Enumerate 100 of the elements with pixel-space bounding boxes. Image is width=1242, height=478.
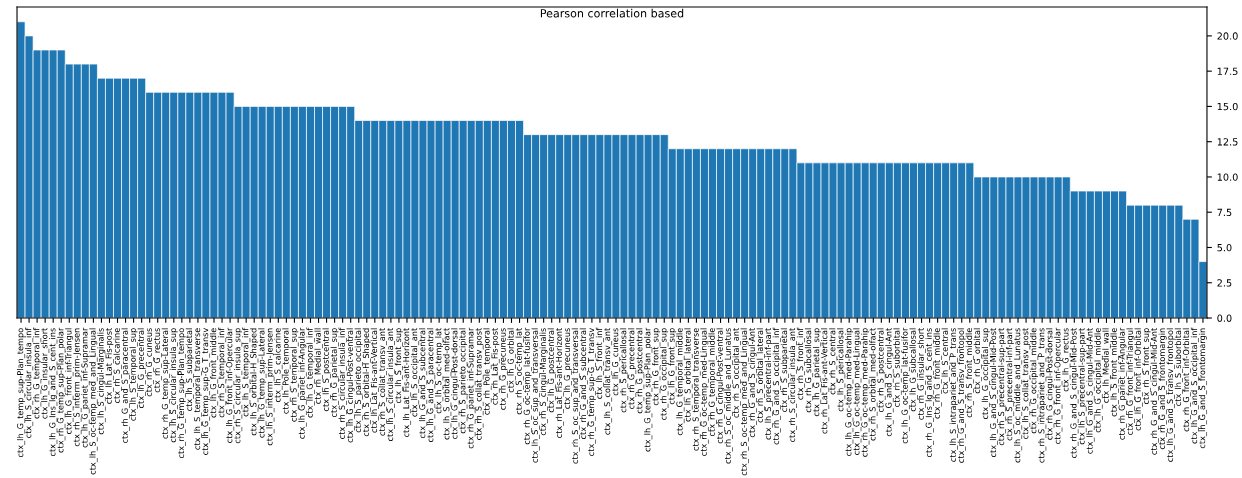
- x-tick-label: ctx_lh_G_pariet_inf-Supramar: [81, 327, 90, 448]
- x-tick-label: ctx_rh_Lat_Fis-post: [491, 327, 500, 405]
- x-tick-label: ctx_lh_Medial_wall: [1102, 328, 1111, 403]
- x-tick-label: ctx_rh_S_circular_insula_ant: [788, 327, 797, 442]
- x-tick-label: ctx_lh_G_Ins_lg_and_S_cent_ins: [49, 328, 58, 457]
- x-tick-label: ctx_lh_G_front_sup: [668, 328, 677, 405]
- x-tick-label: ctx_lh_G_cingul-Post-ventral: [346, 328, 355, 443]
- x-tick-label: ctx_rh_S_precentral-inf-part: [1005, 327, 1015, 441]
- x-tick-label: ctx_lh_G_temp_sup-Plan_polar: [644, 327, 653, 452]
- x-tick-label: ctx_lh_G_oc-temp_med-Lingual: [853, 328, 862, 455]
- x-tick-label: ctx_rh_G_and_S_subcentral: [579, 328, 588, 440]
- x-tick-label: ctx_rh_Medial_wall: [314, 328, 323, 404]
- x-tick-label: ctx_rh_G_cingul-Post-dorsal: [1046, 328, 1055, 440]
- x-tick-label: ctx_rh_G_and_S_cingul-Mid-Ant: [1150, 327, 1159, 455]
- x-tick-label: ctx_rh_S_pericallosal: [619, 328, 629, 413]
- x-tick-label: ctx_rh_G_precentral: [628, 328, 637, 409]
- x-tick-label: ctx_rh_G_temp_sup-Plan_polar: [57, 327, 66, 453]
- x-tick-label: ctx_lh_S_cingul-Marginalis: [97, 328, 106, 435]
- x-tick-label: ctx_rh_G_oc-temp_lat-fusifor: [523, 327, 532, 445]
- x-tick-label: ctx_rh_G_cuneus: [145, 328, 154, 397]
- x-tick-label: ctx_lh_S_precentral-sup-part: [1078, 327, 1087, 445]
- x-tick-label: ctx_lh_G_front_inf-Triangul: [65, 328, 74, 434]
- x-tick-label: ctx_rh_S_orbital_lateral: [756, 328, 765, 423]
- x-tick-label: ctx_lh_G_occipital_middle: [1094, 328, 1103, 433]
- x-tick-label: ctx_rh_S_precentral-sup-part: [997, 327, 1007, 446]
- x-tick-label: ctx_lh_S_pericallosal: [837, 328, 846, 412]
- x-tick-label: ctx_rh_S_temporal_sup: [290, 328, 299, 422]
- x-tick-label: ctx_lh_G_and_S_transv_frontopol: [1166, 328, 1175, 462]
- x-tick-label: ctx_lh_G_orbital: [507, 328, 516, 393]
- x-tick-label: ctx_lh_S_subparietal: [185, 328, 194, 411]
- x-tick-label: ctx_lh_Lat_Fis-post: [105, 327, 114, 404]
- x-tick-label: ctx_rh_G_temp_sup-Lateral: [161, 328, 170, 439]
- x-tick-label: ctx_rh_G_and_S_paracentral: [121, 328, 130, 443]
- x-tick-label: ctx_lh_S_oc-temp_lat: [435, 327, 444, 414]
- x-tick-label: ctx_rh_S_postcentral: [877, 328, 886, 413]
- x-tick-label: ctx_rh_G_occipital_middle: [1030, 328, 1039, 434]
- x-tick-label: ctx_rh_G_front_middle: [933, 328, 942, 419]
- x-tick-label: ctx_rh_G_front_inf-Triangul: [1126, 328, 1135, 435]
- x-tick-label: ctx_rh_G_temp_sup-Plan_tempo: [177, 328, 186, 459]
- x-tick-label: ctx_lh_S_circular_insula_sup: [169, 328, 178, 443]
- x-tick-label: ctx_lh_G_cuneus: [611, 328, 621, 396]
- x-tick-label: ctx_lh_G_oc-temp_lat-fusifor: [901, 327, 910, 444]
- x-tick-label: ctx_lh_G_occipital_sup: [981, 328, 990, 420]
- y-tick-label: 10.0: [1217, 173, 1238, 181]
- x-tick-label: ctx_lh_G_front_inf-Opercular: [226, 327, 235, 443]
- y-tick-label: 2.5: [1217, 279, 1232, 287]
- x-tick-label: ctx_lh_Lat_Fis-ant-Horizont: [402, 327, 412, 437]
- x-tick-label: ctx_lh_S_calcarine: [274, 328, 283, 403]
- x-tick-label: ctx_lh_G_front_inf-Orbital: [1134, 328, 1143, 431]
- x-tick-label: ctx_lh_G_temp_sup-G_T_transv: [201, 327, 211, 455]
- x-tick-label: ctx_rh_S_interm_prim-Jensen: [73, 328, 82, 447]
- x-tick-label: ctx_rh_G_Ins_lg_and_S_cent_ins: [925, 328, 934, 458]
- x-tick-label: ctx_lh_S_orbital_med-olfact: [443, 327, 452, 440]
- x-tick-label: ctx_rh_S_parieto_occipital: [459, 328, 468, 434]
- x-tick-label: ctx_lh_S_oc_sup_and_transversal: [531, 328, 540, 463]
- x-tick-label: ctx_rh_S_front_inf: [796, 327, 806, 400]
- x-tick-label: ctx_lh_S_precentral-inf-part: [764, 327, 773, 440]
- x-tick-label: ctx_lh_S_collat_transv_ant: [603, 327, 613, 435]
- x-tick-label: ctx_lh_G_precuneus: [563, 328, 572, 409]
- x-tick-label: ctx_lh_Pole_temporal: [282, 328, 291, 414]
- y-tick-label: 5.0: [1217, 243, 1232, 252]
- x-tick-label: ctx_lh_G_and_S_frontomargin: [1198, 328, 1208, 449]
- x-tick-label: ctx_lh_G_and_S_cingul-Ant: [885, 327, 894, 437]
- x-tick-label: ctx_lh_G_and_S_cingul-Mid-Post: [989, 327, 998, 458]
- x-tick-label: ctx_rh_S_suborbital: [893, 328, 902, 407]
- x-tick-label: ctx_rh_S_temporal_transverse: [692, 328, 701, 451]
- x-tick-label: ctx_lh_S_collat_transv_post: [1021, 327, 1031, 439]
- y-tick-label: 7.5: [1217, 208, 1232, 217]
- x-tick-label: ctx_rh_Lat_Fis-ant-Horizont: [555, 327, 564, 438]
- x-tick-label: ctx_rh_G_parietal_sup: [330, 328, 339, 418]
- x-tick-label: ctx_lh_S_postcentral: [322, 328, 331, 412]
- x-tick-label: ctx_lh_G_cingul-Post-dorsal: [451, 328, 460, 439]
- y-tick-label: 17.5: [1217, 67, 1238, 75]
- x-tick-label: ctx_lh_G_oc-temp_med-Parahip: [845, 328, 854, 456]
- x-tick-label: ctx_lh_G_rectus: [1062, 328, 1071, 392]
- x-tick-label: ctx_lh_S_temporal_inf: [242, 327, 251, 417]
- x-tick-label: ctx_rh_G_oc-temp_med-Parahip: [861, 328, 870, 457]
- y-tick-label: 15.0: [1217, 102, 1238, 111]
- x-tick-label: ctx_lh_S_front_sup: [394, 328, 404, 404]
- x-tick-label: ctx_lh_G_postcentral: [547, 328, 556, 413]
- x-tick-label: ctx_lh_S_interm_prim-Jensen: [266, 328, 275, 446]
- x-tick-label: ctx_lh_S_front_inf: [595, 327, 605, 399]
- x-tick-label: ctx_rh_S_orbital_med-olfact: [869, 327, 878, 441]
- y-tick-label: 0.0: [1217, 314, 1232, 322]
- x-tick-label: ctx_lh_S_central: [941, 328, 950, 394]
- x-tick-label: ctx_rh_G_temporal_middle: [708, 328, 717, 437]
- x-tick-label: ctx_rh_S_intrapariet_and_P_trans: [1038, 328, 1047, 463]
- x-tick-label: ctx_rh_G_and_S_frontomargin: [1158, 328, 1167, 450]
- y-tick-label: 20.0: [1217, 32, 1238, 40]
- x-tick-label: ctx_rh_G_and_S_cingul-Mid-Post: [1070, 327, 1079, 458]
- x-tick-label: ctx_rh_G_front_inf-Orbital: [1182, 328, 1191, 432]
- x-tick-label: ctx_rh_S_oc_sup_and_transversal: [571, 328, 580, 464]
- x-tick-label: ctx_lh_S_circular_insula_inf: [25, 327, 34, 438]
- x-tick-label: ctx_rh_S_oc_middle_and_Lunatus: [724, 328, 733, 464]
- x-tick-label: ctx_rh_G_subcallosal: [804, 328, 814, 413]
- x-tick-label: ctx_lh_S_circular_insula_ant: [386, 327, 395, 441]
- x-tick-label: ctx_lh_S_suborbital: [1174, 328, 1183, 406]
- x-tick-label: ctx_lh_G_and_S_occipital_inf: [1190, 327, 1199, 444]
- x-tick-label: ctx_rh_G_pariet_inf-Angular: [1118, 327, 1127, 440]
- x-tick-label: ctx_lh_S_orbital_lateral: [684, 328, 693, 422]
